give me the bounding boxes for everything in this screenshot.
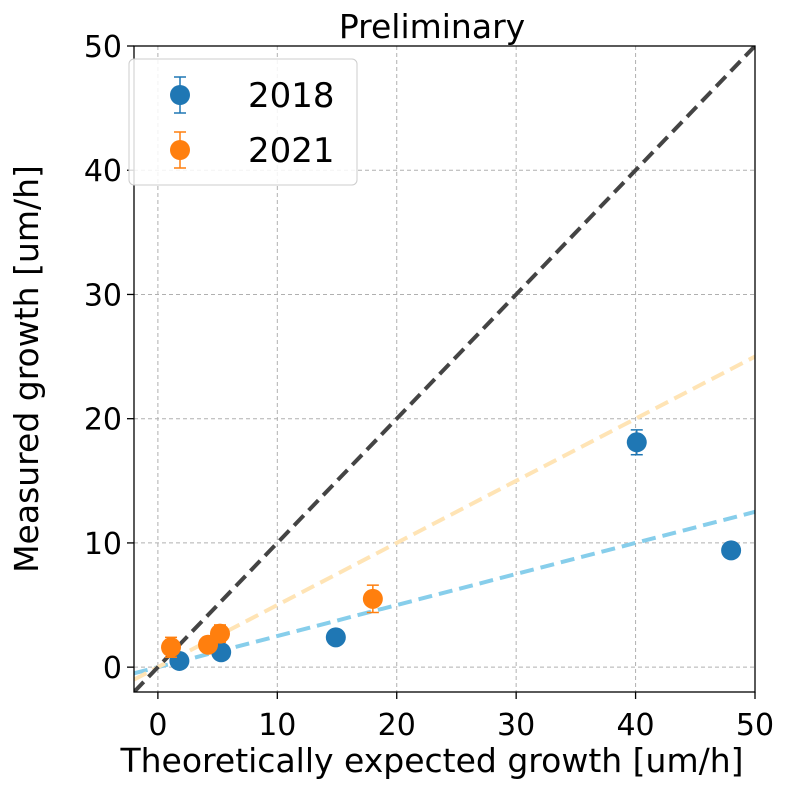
y-axis-ticks: 0 10 20 30 40 50 (84, 30, 134, 686)
data-point-2018 (626, 432, 647, 453)
fit-line-2018 (134, 509, 755, 676)
legend-label-2018: 2018 (248, 76, 335, 116)
identity-line (134, 46, 755, 692)
x-tick-label: 30 (497, 708, 535, 743)
data-point-2021 (161, 637, 182, 658)
y-tick-label: 0 (103, 651, 122, 686)
y-tick-label: 50 (84, 30, 122, 65)
plot-frame (133, 45, 756, 693)
data-point-2021 (209, 623, 230, 644)
chart-title: Preliminary (339, 7, 525, 46)
y-tick-label: 40 (84, 154, 122, 189)
fit-line-2021 (134, 354, 755, 682)
legend-marker-2021 (170, 140, 190, 160)
y-tick-label: 10 (84, 527, 122, 562)
x-axis-label: Theoretically expected growth [um/h] (119, 741, 743, 780)
x-tick-label: 10 (258, 708, 296, 743)
legend-marker-2018 (170, 85, 190, 105)
data-point-2018 (325, 627, 346, 648)
legend-label-2021: 2021 (248, 131, 335, 171)
x-tick-label: 40 (616, 708, 654, 743)
x-tick-label: 50 (736, 708, 774, 743)
y-tick-label: 20 (84, 403, 122, 438)
x-axis-ticks: 0 10 20 30 40 50 (148, 692, 774, 743)
legend: 2018 2021 (128, 58, 358, 186)
data-point-2018 (721, 540, 742, 561)
y-axis-label: Measured growth [um/h] (7, 165, 46, 573)
fit-lines (134, 46, 755, 692)
data-points (161, 429, 742, 671)
y-tick-label: 30 (84, 278, 122, 313)
data-point-2021 (362, 588, 383, 609)
x-tick-label: 0 (148, 708, 167, 743)
x-tick-label: 20 (378, 708, 416, 743)
